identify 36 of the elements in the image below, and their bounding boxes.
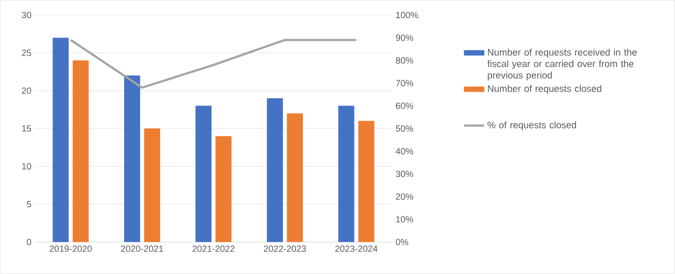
bar — [338, 106, 354, 242]
y2-tick-label: 90% — [396, 34, 414, 41]
legend-label: % of requests closed — [488, 121, 576, 130]
bar — [358, 120, 374, 242]
x-tick-label: 2022-2023 — [264, 246, 306, 252]
y-tick-label: 25 — [22, 50, 32, 56]
y-tick-label: 20 — [22, 87, 32, 94]
bar — [52, 38, 69, 242]
x-tick-label: 2019-2020 — [50, 246, 92, 252]
bar — [266, 98, 283, 242]
y2-tick-label: 100% — [396, 12, 418, 18]
y2-tick-label: 0% — [396, 238, 408, 246]
bar — [196, 106, 212, 242]
y-tick-label: 15 — [22, 125, 32, 132]
y-tick-label: 30 — [22, 12, 32, 18]
y2-tick-label: 10% — [396, 216, 414, 222]
bar — [124, 76, 140, 242]
y2-tick-label: 40% — [396, 148, 414, 154]
bar — [216, 136, 232, 242]
x-tick-label: 2021-2022 — [192, 246, 234, 252]
legend-label: Number of requests received in the fiscal year or carried over from the previous period — [487, 48, 637, 80]
bar — [286, 113, 303, 242]
legend-label: Number of requests closed — [488, 85, 602, 94]
y2-tick-label: 70% — [396, 80, 414, 86]
bar — [72, 60, 89, 242]
y2-tick-label: 20% — [396, 193, 414, 200]
y2-tick-label: 30% — [396, 170, 414, 178]
x-tick-label: 2020-2021 — [121, 246, 164, 252]
y2-tick-label: 60% — [396, 102, 414, 109]
y-tick-label: 0 — [26, 238, 32, 246]
y-tick-label: 5 — [26, 201, 32, 208]
x-tick-label: 2023-2024 — [335, 246, 378, 252]
y-tick-label: 10 — [22, 163, 32, 170]
bar — [144, 128, 160, 242]
y2-tick-label: 80% — [396, 57, 414, 64]
y2-tick-label: 50% — [396, 125, 414, 132]
